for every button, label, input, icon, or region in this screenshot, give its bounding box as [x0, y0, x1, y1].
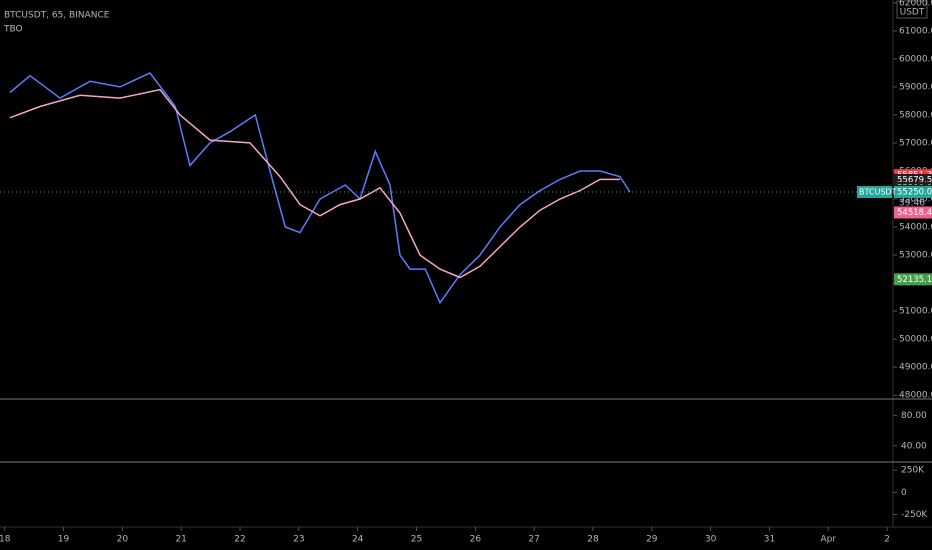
x-tick-label: 20 — [117, 535, 129, 545]
pane-tick-label: 40.00 — [901, 441, 927, 451]
indicator-name: TBO — [3, 25, 23, 35]
x-tick-label: 31 — [764, 535, 775, 545]
currency-box — [896, 0, 928, 19]
pane-tick-label: 80.00 — [901, 411, 927, 421]
x-tick-label: 26 — [470, 535, 482, 545]
x-tick-label: 18 — [0, 535, 11, 545]
y-tick-label: 54000.00 — [899, 223, 932, 233]
y-tick-label: 55000.00 — [899, 195, 932, 205]
symbol-title: BTCUSDT, 65, BINANCE — [4, 11, 110, 21]
y-tick-label: 57000.00 — [899, 138, 932, 148]
y-tick-label: 48000.00 — [899, 391, 932, 401]
x-tick-label: 29 — [646, 535, 658, 545]
x-tick-label: 23 — [293, 535, 304, 545]
pane-tick-label: 250K — [901, 466, 925, 476]
pane-tick-label: 0 — [901, 488, 907, 498]
price-tag — [894, 273, 932, 286]
x-tick-label: 27 — [528, 535, 539, 545]
x-tick-label: 21 — [175, 535, 186, 545]
y-tick-label: 59000.00 — [899, 82, 932, 92]
x-tick-label: 22 — [234, 535, 245, 545]
x-tick-label: 28 — [587, 535, 599, 545]
symbol-tag: BTCUSDT — [859, 187, 897, 196]
price-tag-label: 54518.40 — [897, 208, 932, 218]
x-tick-label: 24 — [352, 535, 364, 545]
x-tick-label: Apr — [821, 535, 837, 545]
price-tag-label: 55250.00 — [897, 187, 932, 197]
x-tick-label: 19 — [58, 535, 70, 545]
y-tick-label: 61000.00 — [899, 26, 932, 36]
y-tick-label: 53000.00 — [899, 251, 932, 261]
y-tick-label: 60000.00 — [899, 54, 932, 64]
countdown: 39:46 — [899, 198, 925, 208]
price-tag-label: 52135.14 — [897, 275, 932, 285]
y-tick-label: 49000.00 — [899, 363, 932, 373]
currency: USDT — [900, 8, 925, 18]
y-tick-label: 58000.00 — [899, 110, 932, 120]
pane-tick-label: -250K — [901, 510, 928, 520]
y-tick-label: 50000.00 — [899, 335, 932, 345]
series-line — [9, 88, 620, 279]
y-tick-label: 51000.00 — [899, 307, 932, 317]
x-tick-label: 30 — [705, 535, 717, 545]
y-tick-label: 62000.00 — [899, 0, 932, 8]
series-line — [9, 71, 631, 305]
symbol-tag-box — [857, 185, 892, 198]
price-tag — [894, 185, 932, 198]
price-tag — [894, 206, 932, 219]
x-tick-label: 2 — [884, 535, 890, 545]
price-tag-label: 55679.58 — [897, 175, 932, 185]
x-tick-label: 25 — [411, 535, 422, 545]
